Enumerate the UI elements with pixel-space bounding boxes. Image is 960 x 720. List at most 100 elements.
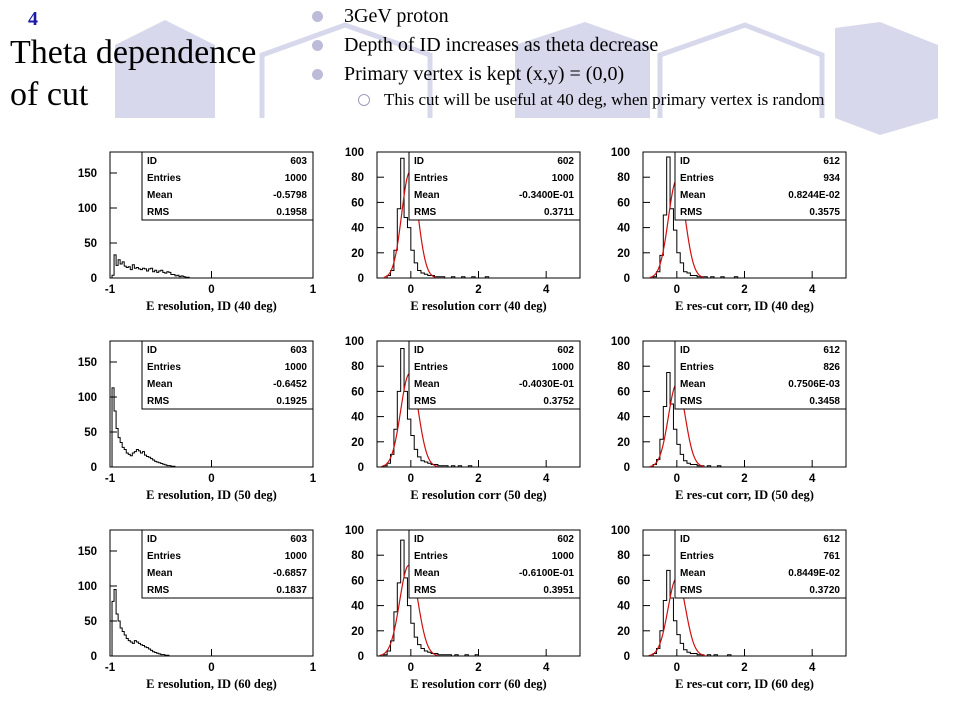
bullet-text: 3GeV proton xyxy=(344,5,449,27)
stats-key: ID xyxy=(147,156,157,167)
bullet-item: Depth of ID increases as theta decrease xyxy=(312,31,824,60)
stats-key: ID xyxy=(147,534,157,545)
x-tick-label: 2 xyxy=(475,473,481,485)
stats-box-frame xyxy=(674,340,847,410)
stats-value-entries: 1000 xyxy=(285,173,308,184)
stats-value-mean: -0.6452 xyxy=(273,379,307,390)
stats-key: Mean xyxy=(147,190,173,201)
stats-value-id: 603 xyxy=(290,156,307,167)
stats-key: Entries xyxy=(414,362,448,373)
stats-value-entries: 1000 xyxy=(552,362,575,373)
stats-key: Entries xyxy=(680,551,714,562)
x-tick-label: 1 xyxy=(310,284,317,296)
y-tick-label: 60 xyxy=(351,386,364,398)
stats-value-mean: -0.3400E-01 xyxy=(519,190,574,201)
decor-house-2 xyxy=(515,22,650,118)
y-tick-label: 100 xyxy=(78,581,97,593)
stats-value-rms: 0.3575 xyxy=(809,207,840,218)
stats-value-id: 612 xyxy=(823,534,840,545)
y-tick-label: 0 xyxy=(358,273,364,285)
x-tick-label: 0 xyxy=(408,473,414,485)
stats-value-rms: 0.1925 xyxy=(276,396,307,407)
x-axis-label: E res-cut corr, ID (50 deg) xyxy=(675,488,814,502)
y-tick-label: 0 xyxy=(91,462,97,474)
y-tick-label: 50 xyxy=(84,616,97,628)
y-tick-label: 20 xyxy=(617,437,630,449)
stats-value-entries: 934 xyxy=(823,173,840,184)
stats-key: Mean xyxy=(680,568,706,579)
y-tick-label: 80 xyxy=(617,361,630,373)
x-tick-label: 0 xyxy=(208,473,214,485)
x-tick-label: 0 xyxy=(674,473,680,485)
x-tick-label: 4 xyxy=(543,284,550,296)
stats-key: Entries xyxy=(680,362,714,373)
histogram-bars xyxy=(377,157,580,279)
y-tick-label: 50 xyxy=(84,238,97,250)
stats-key: Entries xyxy=(414,551,448,562)
bullet-dot-icon xyxy=(312,11,323,22)
stats-box: ID 603 Entries 1000 Mean -0.5798 RMS 0.1958 xyxy=(141,151,314,221)
y-tick-label: 150 xyxy=(78,357,97,369)
histogram-bars xyxy=(377,539,580,657)
bullet-text: Depth of ID increases as theta decrease xyxy=(344,34,659,56)
y-tick-label: 80 xyxy=(351,361,364,373)
stats-key: ID xyxy=(680,345,690,356)
histogram-bars xyxy=(643,156,846,279)
y-tick-label: 100 xyxy=(78,392,97,404)
stats-value-rms: 0.3951 xyxy=(543,585,574,596)
stats-value-id: 612 xyxy=(823,156,840,167)
stats-key: Entries xyxy=(147,173,181,184)
y-tick-label: 100 xyxy=(611,525,630,537)
y-tick-label: 60 xyxy=(351,197,364,209)
y-tick-label: 100 xyxy=(345,525,364,537)
x-tick-label: 2 xyxy=(741,662,747,674)
stats-key: ID xyxy=(414,345,424,356)
slide-title: Theta dependence of cut xyxy=(10,32,256,116)
decor-house-1 xyxy=(115,20,215,118)
stats-value-id: 603 xyxy=(290,345,307,356)
y-tick-label: 80 xyxy=(617,172,630,184)
x-axis-label: E resolution corr (60 deg) xyxy=(410,677,546,691)
histogram-bars xyxy=(643,569,846,657)
y-tick-label: 100 xyxy=(611,147,630,159)
stats-box: ID 603 Entries 1000 Mean -0.6452 RMS 0.1925 xyxy=(141,340,314,410)
stats-value-rms: 0.3752 xyxy=(543,396,574,407)
stats-value-mean: -0.6857 xyxy=(273,568,307,579)
stats-box: ID 612 Entries 934 Mean 0.8244E-02 RMS 0.3575 xyxy=(674,151,847,221)
stats-key: RMS xyxy=(147,396,170,407)
x-axis-label: E res-cut corr, ID (40 deg) xyxy=(675,299,814,313)
stats-box-frame xyxy=(141,151,314,221)
stats-box: ID 603 Entries 1000 Mean -0.6857 RMS 0.1837 xyxy=(141,529,314,599)
bullet-dot-icon xyxy=(312,69,323,80)
stats-box-frame xyxy=(674,529,847,599)
stats-key: Mean xyxy=(414,190,440,201)
stats-key: Entries xyxy=(414,173,448,184)
stats-box: ID 602 Entries 1000 Mean -0.6100E-01 RMS 0.3951 xyxy=(408,529,581,599)
y-tick-label: 20 xyxy=(617,248,630,260)
y-tick-label: 60 xyxy=(351,575,364,587)
x-tick-label: -1 xyxy=(105,284,116,296)
stats-value-id: 612 xyxy=(823,345,840,356)
histogram-panel: -1 0 1 0 50 100 150 E resolution, ID (40 deg) ID… xyxy=(78,151,317,313)
histogram-bars xyxy=(377,348,580,468)
sub-bullet-ring-icon xyxy=(358,94,370,106)
x-tick-label: 4 xyxy=(809,284,816,296)
x-axis-label: E resolution, ID (50 deg) xyxy=(146,488,277,502)
stats-value-mean: -0.6100E-01 xyxy=(519,568,574,579)
stats-value-entries: 1000 xyxy=(285,362,308,373)
bullet-list: 3GeV proton Depth of ID increases as the… xyxy=(312,2,824,111)
y-tick-label: 60 xyxy=(617,575,630,587)
x-tick-label: 0 xyxy=(208,662,214,674)
stats-key: Mean xyxy=(680,190,706,201)
stats-value-rms: 0.3711 xyxy=(544,207,574,218)
y-tick-label: 40 xyxy=(351,412,364,424)
y-tick-label: 0 xyxy=(624,462,630,474)
stats-key: RMS xyxy=(147,585,170,596)
x-tick-label: 0 xyxy=(674,284,680,296)
y-tick-label: 40 xyxy=(351,601,364,613)
x-tick-label: 0 xyxy=(408,284,414,296)
x-tick-label: -1 xyxy=(105,662,116,674)
y-tick-label: 0 xyxy=(624,651,630,663)
